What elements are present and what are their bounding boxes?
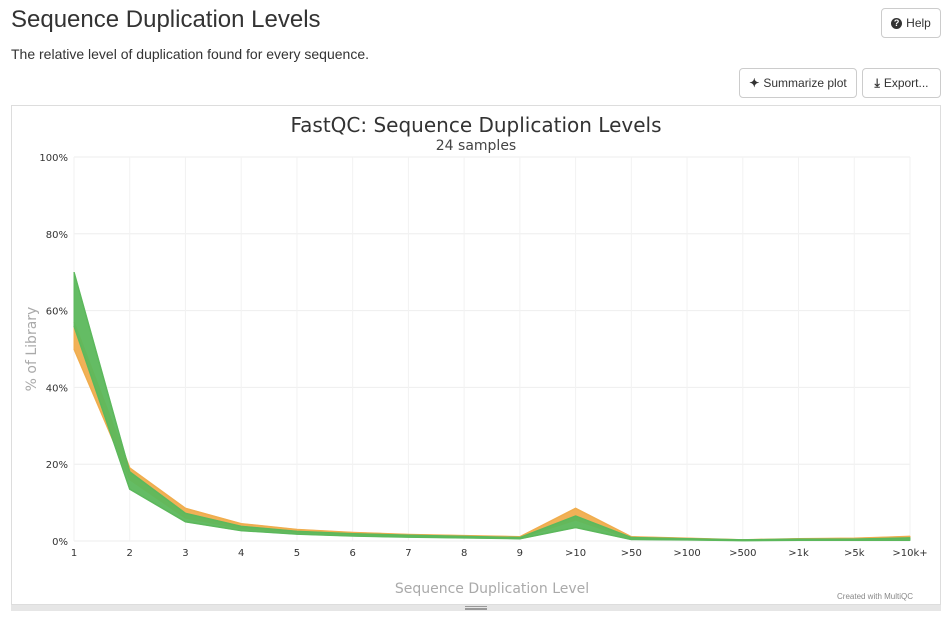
summarize-plot-button[interactable]: ✦ Summarize plot bbox=[739, 68, 857, 98]
help-button-label: Help bbox=[906, 16, 931, 30]
x-tick-label: 9 bbox=[517, 548, 523, 559]
y-tick-label: 40% bbox=[46, 383, 68, 394]
axis-layer: 0% 20% 40% 60% 80% 100% 1 2 3 4 5 6 7 8 9 >10 >50 >100 >50… bbox=[39, 153, 927, 559]
x-tick-label: >100 bbox=[673, 548, 700, 559]
y-axis-label: % of Library bbox=[24, 307, 40, 392]
x-tick-label: 1 bbox=[71, 548, 77, 559]
duplication-chart[interactable]: 0% 20% 40% 60% 80% 100% 1 2 3 4 5 6 7 8 9 >10 >50 >100 >50… bbox=[12, 106, 940, 604]
download-icon: ⤓ bbox=[874, 75, 880, 90]
multiqc-credit: Created with MultiQC bbox=[837, 592, 914, 601]
series-line[interactable] bbox=[73, 325, 910, 542]
x-tick-label: 7 bbox=[405, 548, 411, 559]
grid-lines bbox=[73, 156, 911, 542]
chart-title: FastQC: Sequence Duplication Levels bbox=[290, 113, 661, 137]
x-tick-label: >500 bbox=[729, 548, 756, 559]
x-tick-label: >1k bbox=[788, 548, 809, 559]
x-tick-label: >10 bbox=[565, 548, 586, 559]
series-line[interactable] bbox=[73, 321, 911, 541]
y-tick-label: 20% bbox=[46, 460, 68, 471]
series-band[interactable] bbox=[73, 321, 911, 541]
y-tick-label: 80% bbox=[46, 230, 68, 241]
series-line[interactable] bbox=[73, 271, 911, 541]
plot-resize-handle[interactable] bbox=[11, 604, 941, 611]
export-button[interactable]: ⤓ Export... bbox=[862, 68, 941, 98]
grip-icon bbox=[465, 606, 487, 610]
plot-container[interactable]: 0% 20% 40% 60% 80% 100% 1 2 3 4 5 6 7 8 9 >10 >50 >100 >50… bbox=[11, 105, 941, 610]
x-tick-label: 3 bbox=[182, 548, 188, 559]
x-tick-label: 5 bbox=[294, 548, 300, 559]
y-tick-label: 100% bbox=[39, 153, 68, 164]
x-tick-label: >50 bbox=[621, 548, 642, 559]
y-tick-label: 0% bbox=[52, 537, 68, 548]
series-layer bbox=[73, 271, 911, 542]
x-tick-label: 2 bbox=[127, 548, 133, 559]
x-tick-label: 6 bbox=[349, 548, 355, 559]
section-description: The relative level of duplication found … bbox=[11, 46, 369, 62]
export-button-label: Export... bbox=[883, 76, 929, 90]
x-tick-label: >5k bbox=[844, 548, 865, 559]
x-tick-label: >10k+ bbox=[892, 548, 927, 559]
question-circle-icon: ? bbox=[891, 17, 903, 29]
summarize-plot-label: Summarize plot bbox=[763, 76, 847, 90]
series-band[interactable] bbox=[73, 272, 911, 542]
x-axis-label: Sequence Duplication Level bbox=[395, 581, 589, 597]
y-tick-label: 60% bbox=[46, 307, 68, 318]
chart-subtitle: 24 samples bbox=[436, 138, 516, 154]
page-title: Sequence Duplication Levels bbox=[11, 6, 321, 33]
x-tick-label: 8 bbox=[461, 548, 467, 559]
x-tick-label: 4 bbox=[238, 548, 244, 559]
sparkle-icon: ✦ bbox=[749, 76, 760, 90]
help-button[interactable]: ? Help bbox=[881, 8, 941, 38]
